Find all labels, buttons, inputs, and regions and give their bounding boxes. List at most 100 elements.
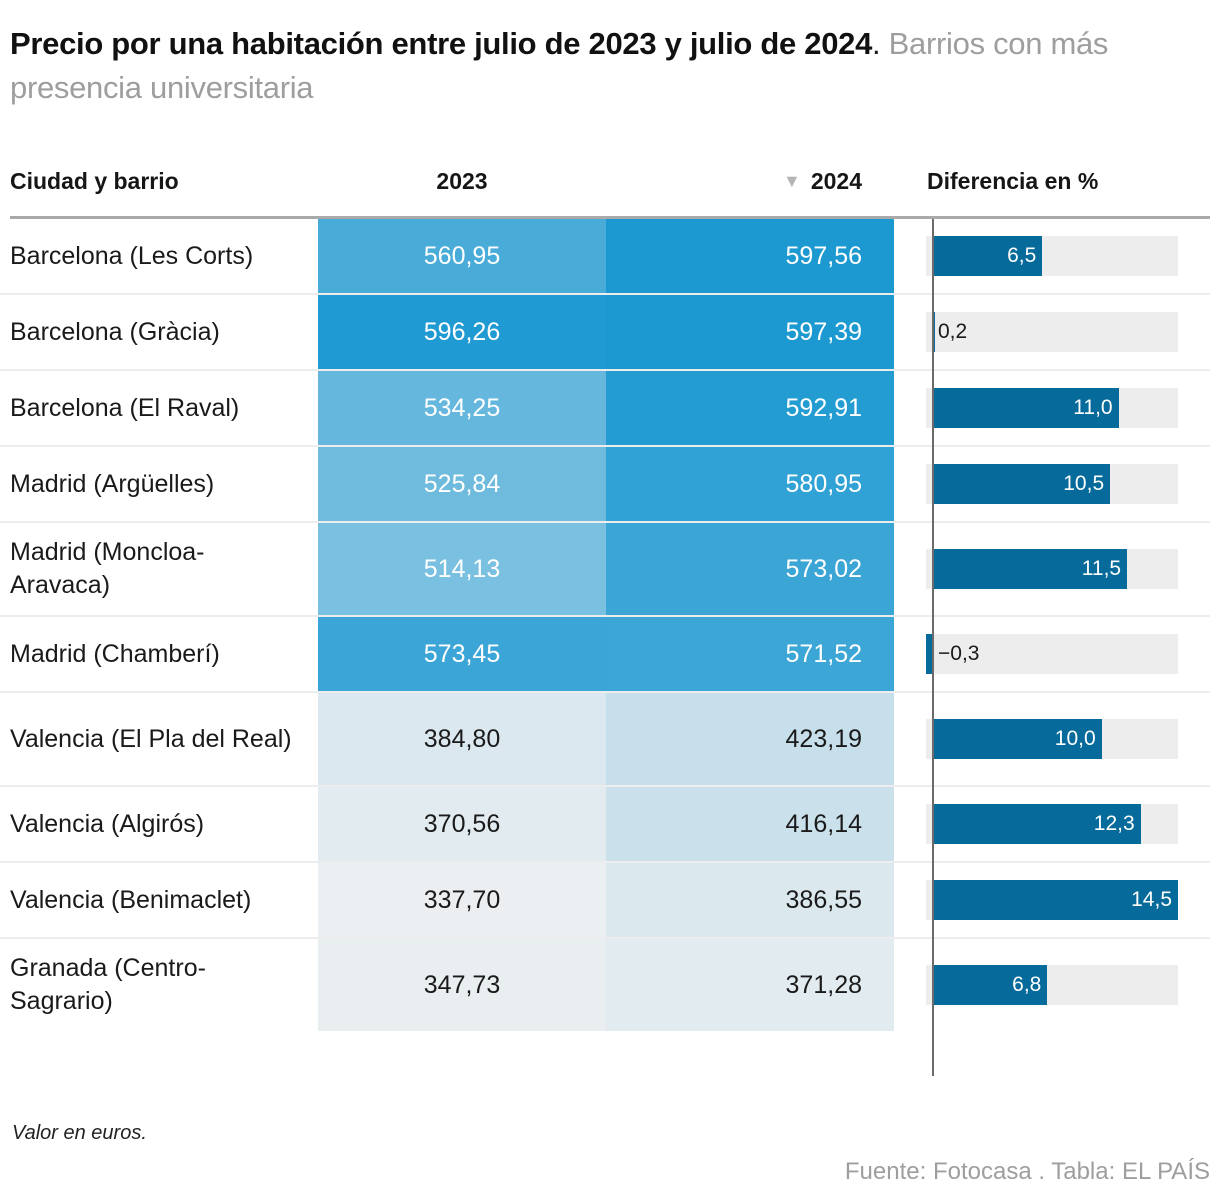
source-credit: Fuente: Fotocasa . Tabla: EL PAÍS	[844, 1158, 1210, 1185]
difference-bar	[932, 236, 1043, 276]
header-2023[interactable]: 2023	[436, 168, 488, 194]
header-divider	[10, 216, 1210, 219]
difference-label: 11,5	[1081, 557, 1122, 580]
cell-difference: 6,8	[912, 939, 1210, 1031]
table-row: Valencia (El Pla del Real) 384,80 423,19 10…	[0, 693, 1210, 787]
cell-city: Valencia (Benimaclet)	[10, 885, 252, 914]
cell-difference: 10,5	[912, 447, 1210, 521]
cell-2023: 370,56	[318, 787, 606, 861]
header-difference[interactable]: Diferencia en %	[927, 168, 1099, 194]
cell-city: Barcelona (Gràcia)	[10, 317, 220, 346]
value-2024: 597,39	[785, 317, 862, 346]
cell-difference: 14,5	[912, 863, 1210, 937]
cell-city: Valencia (El Pla del Real)	[10, 724, 292, 753]
cell-difference: 6,5	[912, 219, 1210, 293]
value-2024: 386,55	[785, 885, 862, 914]
cell-2023: 337,70	[318, 863, 606, 937]
value-2023: 560,95	[423, 241, 501, 270]
table-row: Madrid (Argüelles) 525,84 580,95 10,5	[0, 447, 1210, 523]
value-2024: 571,52	[785, 639, 862, 668]
value-2024: 423,19	[785, 724, 862, 753]
cell-2024: 597,56	[606, 219, 894, 293]
value-2024: 580,95	[785, 469, 862, 498]
cell-2023: 573,45	[318, 617, 606, 691]
title-separator: .	[872, 26, 881, 61]
cell-2024: 416,14	[606, 787, 894, 861]
value-2023: 514,13	[423, 554, 501, 583]
table-row: Barcelona (Les Corts) 560,95 597,56 6,5	[0, 219, 1210, 295]
header-2024-label: 2024	[810, 168, 862, 194]
difference-label: 14,5	[1131, 888, 1172, 911]
cell-difference: 12,3	[912, 787, 1210, 861]
header-city[interactable]: Ciudad y barrio	[10, 168, 179, 194]
value-2024: 592,91	[785, 393, 862, 422]
cell-city: Barcelona (Les Corts)	[10, 241, 254, 270]
difference-label: 6,5	[1007, 244, 1037, 267]
table-row: Barcelona (El Raval) 534,25 592,91 11,0	[0, 371, 1210, 447]
title-main: Precio por una habitación entre julio de…	[10, 26, 873, 61]
header-2024[interactable]: ▼ 2024	[606, 168, 862, 195]
value-2023: 337,70	[423, 885, 501, 914]
cell-2023: 514,13	[318, 523, 606, 615]
difference-label: 10,0	[1054, 727, 1096, 750]
difference-bar-track	[926, 312, 1178, 352]
cell-city: Madrid (Moncloa-Aravaca)	[10, 538, 205, 599]
difference-bar	[932, 880, 1178, 920]
difference-bar	[932, 388, 1119, 428]
difference-bar	[932, 549, 1128, 589]
difference-bar	[932, 804, 1141, 844]
title-subtitle: Barrios con más presencia universitaria	[10, 26, 1109, 105]
cell-difference: 0,2	[912, 295, 1210, 369]
cell-difference: 11,5	[912, 523, 1210, 615]
cell-2024: 571,52	[606, 617, 894, 691]
cell-city: Valencia (Algirós)	[10, 809, 205, 838]
zero-axis-line	[932, 219, 934, 1076]
footnote: Valor en euros.	[12, 1122, 147, 1144]
sort-descending-icon[interactable]: ▼	[783, 171, 801, 191]
cell-2023: 596,26	[318, 295, 606, 369]
cell-difference: 10,0	[912, 693, 1210, 785]
difference-bar	[932, 464, 1111, 504]
cell-difference: 11,0	[912, 371, 1210, 445]
cell-city: Madrid (Argüelles)	[10, 469, 215, 498]
value-2024: 371,28	[785, 970, 862, 999]
value-2023: 384,80	[423, 724, 501, 753]
cell-2023: 534,25	[318, 371, 606, 445]
difference-bar-track	[926, 634, 1178, 674]
cell-2023: 560,95	[318, 219, 606, 293]
cell-city: Barcelona (El Raval)	[10, 393, 240, 422]
difference-bar	[932, 719, 1102, 759]
cell-2024: 580,95	[606, 447, 894, 521]
chart-title: Precio por una habitación entre julio de…	[10, 22, 1190, 110]
cell-city: Granada (Centro-Sagrario)	[10, 954, 206, 1015]
difference-label: 12,3	[1093, 812, 1135, 835]
cell-2024: 592,91	[606, 371, 894, 445]
cell-city: Madrid (Chamberí)	[10, 639, 220, 668]
value-2024: 416,14	[785, 809, 862, 838]
table-header: Ciudad y barrio 2023 ▼ 2024 Diferencia en…	[0, 160, 1210, 218]
value-2024: 573,02	[785, 554, 862, 583]
difference-bar	[926, 634, 932, 674]
table-row: Madrid (Chamberí) 573,45 571,52 −0,3	[0, 617, 1210, 693]
table-row: Valencia (Benimaclet) 337,70 386,55 14,5	[0, 863, 1210, 939]
cell-2024: 371,28	[606, 939, 894, 1031]
difference-label: 11,0	[1073, 396, 1113, 419]
value-2023: 347,73	[423, 970, 501, 999]
value-2023: 596,26	[423, 317, 501, 346]
table-row: Valencia (Algirós) 370,56 416,14 12,3	[0, 787, 1210, 863]
value-2023: 534,25	[423, 393, 501, 422]
cell-2023: 347,73	[318, 939, 606, 1031]
cell-2024: 386,55	[606, 863, 894, 937]
table-row: Madrid (Moncloa-Aravaca) 514,13 573,02 11,5	[0, 523, 1210, 617]
cell-2023: 384,80	[318, 693, 606, 785]
difference-label: 0,2	[938, 320, 968, 343]
cell-2024: 597,39	[606, 295, 894, 369]
value-2023: 573,45	[423, 639, 501, 668]
difference-label: 6,8	[1012, 973, 1042, 996]
difference-bar	[932, 965, 1048, 1005]
cell-difference: −0,3	[912, 617, 1210, 691]
value-2023: 525,84	[423, 469, 501, 498]
value-2023: 370,56	[423, 809, 501, 838]
data-table: Barcelona (Les Corts) 560,95 597,56 6,5 Barc…	[0, 219, 1210, 1031]
difference-label: −0,3	[938, 642, 980, 665]
